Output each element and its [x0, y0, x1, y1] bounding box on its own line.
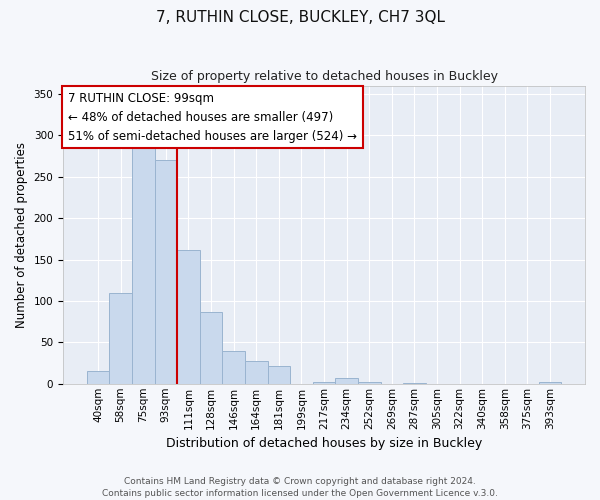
Bar — [403, 383, 425, 384]
Y-axis label: Number of detached properties: Number of detached properties — [15, 142, 28, 328]
Bar — [177, 250, 200, 384]
Bar — [109, 292, 132, 384]
Text: Contains HM Land Registry data © Crown copyright and database right 2024.
Contai: Contains HM Land Registry data © Crown c… — [102, 476, 498, 498]
Bar — [268, 366, 290, 384]
Bar — [335, 378, 358, 384]
Bar — [87, 370, 109, 384]
Bar — [539, 382, 561, 384]
Bar — [313, 382, 335, 384]
Bar — [132, 141, 155, 384]
Bar — [200, 312, 223, 384]
Title: Size of property relative to detached houses in Buckley: Size of property relative to detached ho… — [151, 70, 497, 83]
Text: 7 RUTHIN CLOSE: 99sqm
← 48% of detached houses are smaller (497)
51% of semi-det: 7 RUTHIN CLOSE: 99sqm ← 48% of detached … — [68, 92, 357, 142]
X-axis label: Distribution of detached houses by size in Buckley: Distribution of detached houses by size … — [166, 437, 482, 450]
Bar — [155, 160, 177, 384]
Bar — [358, 382, 380, 384]
Bar — [245, 360, 268, 384]
Text: 7, RUTHIN CLOSE, BUCKLEY, CH7 3QL: 7, RUTHIN CLOSE, BUCKLEY, CH7 3QL — [155, 10, 445, 25]
Bar — [223, 350, 245, 384]
